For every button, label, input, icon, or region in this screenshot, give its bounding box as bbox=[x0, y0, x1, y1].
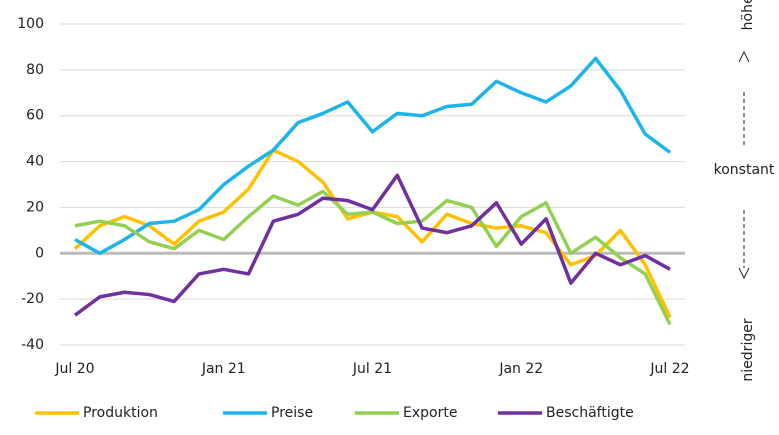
y-tick-label: -40 bbox=[21, 337, 44, 353]
y-tick-label: 100 bbox=[17, 16, 44, 32]
series-line bbox=[73, 173, 671, 317]
scale-arrows bbox=[738, 50, 750, 280]
legend-label: Exporte bbox=[403, 405, 457, 421]
series-line bbox=[73, 148, 672, 319]
legend-label: Beschäftigte bbox=[546, 405, 634, 421]
series-line bbox=[74, 56, 672, 256]
x-tick-label: Jul 22 bbox=[649, 361, 689, 377]
legend-label: Preise bbox=[271, 405, 313, 421]
x-tick-label: Jul 20 bbox=[54, 361, 94, 377]
series-line bbox=[74, 189, 672, 326]
legend-label: Produktion bbox=[83, 405, 158, 421]
x-tick-label: Jan 22 bbox=[498, 361, 543, 377]
y-tick-label: 80 bbox=[26, 62, 44, 78]
x-tick-label: Jul 21 bbox=[352, 361, 392, 377]
y-tick-label: -20 bbox=[21, 291, 44, 307]
annotation-middle: konstant bbox=[714, 162, 775, 178]
y-tick-label: 60 bbox=[26, 108, 44, 124]
annotation-top: höher bbox=[740, 0, 756, 30]
annotation-bottom: niedriger bbox=[740, 318, 756, 381]
y-tick-label: 0 bbox=[35, 245, 44, 261]
y-tick-label: 40 bbox=[26, 154, 44, 170]
y-tick-label: 20 bbox=[26, 199, 44, 215]
x-tick-label: Jan 21 bbox=[201, 361, 246, 377]
